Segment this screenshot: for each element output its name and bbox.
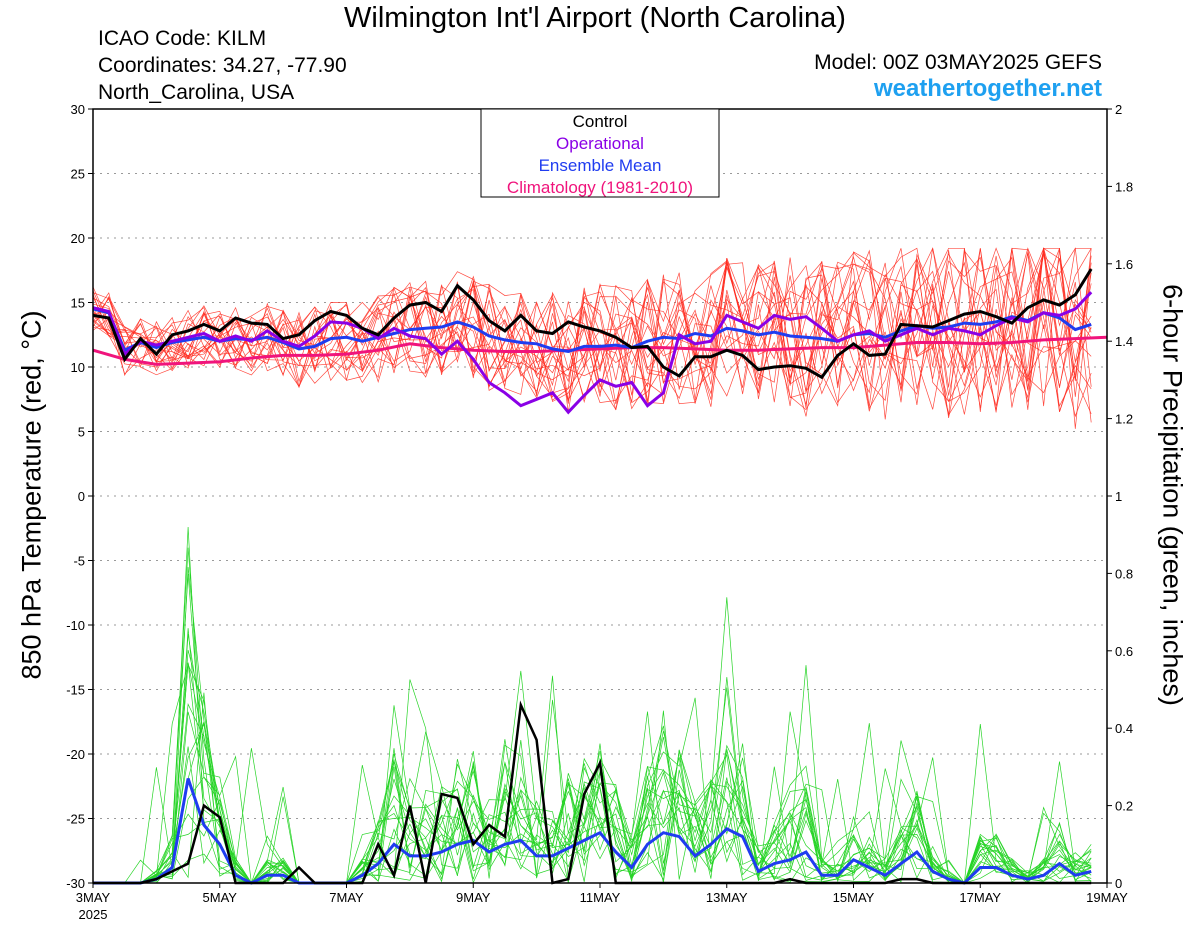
y-tick-label: 0: [78, 489, 85, 504]
x-tick-label: 15MAY: [833, 890, 875, 905]
icao-code: ICAO Code: KILM: [98, 27, 267, 50]
temperature-member-line: [92, 256, 1092, 418]
y-tick-label: -5: [73, 554, 85, 569]
y2-tick-label: 1.6: [1115, 257, 1133, 272]
legend-entry: Control: [573, 112, 628, 131]
coordinates: Coordinates: 34.27, -77.90: [98, 54, 347, 77]
legend-box: [480, 108, 720, 198]
legend-entry: Climatology (1981-2010): [507, 178, 693, 197]
temperature-control-line: [92, 268, 1093, 380]
temperature-member-line: [92, 256, 1092, 413]
y2-tick-label: 0.2: [1115, 799, 1133, 814]
y-tick-label: -20: [66, 747, 85, 762]
legend-entry: Operational: [556, 134, 644, 153]
y2-tick-label: 0: [1115, 876, 1122, 891]
temperature-member-line: [92, 247, 1092, 413]
operational-line: [92, 291, 1093, 415]
temperature-member-line: [92, 247, 1092, 410]
y2-tick-label: 1: [1115, 489, 1122, 504]
x-tick-label: 9MAY: [456, 890, 491, 905]
precipitation-member-line: [93, 633, 1092, 884]
temperature-member-line: [92, 247, 1092, 416]
precipitation-member-line: [93, 665, 1092, 884]
chart-title: Wilmington Int'l Airport (North Carolina…: [344, 2, 846, 34]
y-tick-label: -15: [66, 683, 85, 698]
y2-tick-label: 2: [1115, 102, 1122, 117]
y-tick-label: 5: [78, 425, 85, 440]
x-tick-label: 5MAY: [203, 890, 238, 905]
precipitation-member-line: [93, 650, 1092, 884]
temperature-member-line: [92, 248, 1092, 412]
y-tick-label: 10: [71, 360, 85, 375]
y-tick-label: 15: [71, 296, 85, 311]
y-tick-label: -25: [66, 812, 85, 827]
y2-tick-label: 1.8: [1115, 179, 1133, 194]
y-tick-label: 25: [71, 167, 85, 182]
precipitation-ensemble-members: [93, 526, 1092, 884]
x-tick-label: 7MAY: [329, 890, 364, 905]
grid-lines: [93, 173, 1107, 819]
precipitation-member-line: [93, 721, 1092, 884]
x-tick-label: 19MAY: [1086, 890, 1128, 905]
y2-tick-label: 1.2: [1115, 412, 1133, 427]
precipitation-control-line: [93, 700, 1092, 885]
precipitation-member-line: [93, 547, 1092, 884]
legend-entry: Ensemble Mean: [539, 156, 662, 175]
precipitation-ensemble-mean-line: [93, 778, 1092, 885]
x-year-label: 2025: [79, 907, 108, 922]
y2-tick-label: 0.8: [1115, 566, 1133, 581]
y-tick-label: -10: [66, 618, 85, 633]
temperature-member-line: [92, 247, 1092, 416]
legend: Control Operational Ensemble Mean Climatolo…: [480, 108, 720, 198]
climatology-line: [92, 335, 1108, 366]
x-tick-label: 13MAY: [706, 890, 748, 905]
x-tick-label: 11MAY: [580, 890, 621, 905]
y2-tick-label: 1.4: [1115, 334, 1133, 349]
y-tick-label: 20: [71, 231, 85, 246]
precipitation-member-line: [93, 663, 1092, 884]
x-tick-label: 17MAY: [959, 890, 1001, 905]
precipitation-member-line: [93, 573, 1092, 884]
y2-tick-label: 0.4: [1115, 721, 1133, 736]
y2-tick-label: 0.6: [1115, 644, 1133, 659]
temperature-member-line: [92, 248, 1092, 418]
temperature-member-line: [92, 247, 1092, 429]
y-tick-label: 30: [71, 102, 85, 117]
x-tick-label: 3MAY: [76, 890, 111, 905]
site-link[interactable]: weathertogether.net: [873, 75, 1102, 102]
model-run: Model: 00Z 03MAY2025 GEFS: [814, 51, 1102, 74]
location: North_Carolina, USA: [98, 81, 295, 104]
axes: 302520151050-5-10-15-20-25-3021.81.61.41…: [66, 102, 1133, 922]
y-tick-label: -30: [66, 876, 85, 891]
